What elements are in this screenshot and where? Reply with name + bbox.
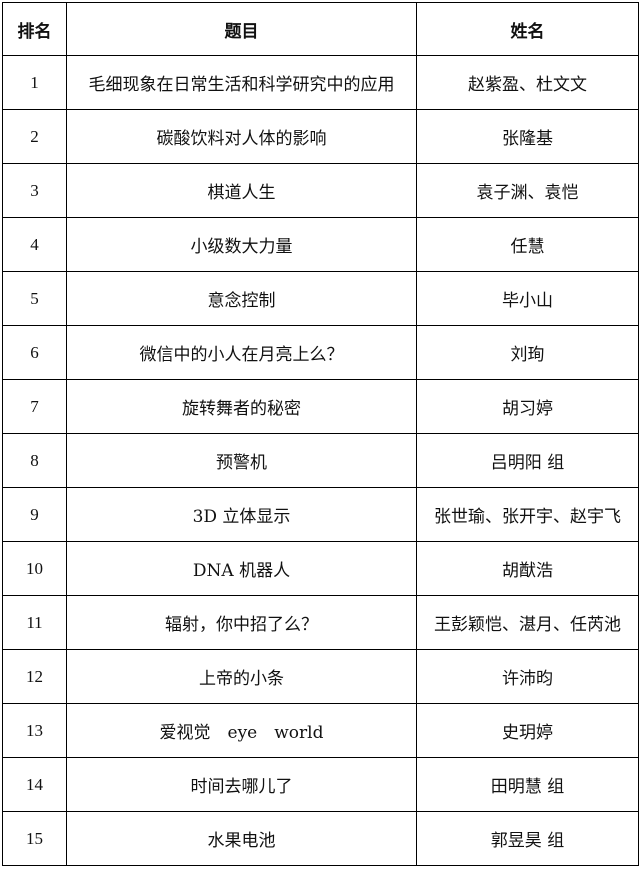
table-row: 7 旋转舞者的秘密 胡习婷 xyxy=(2,379,639,434)
header-row: 排名 题目 姓名 xyxy=(2,2,639,56)
table-row: 13 爱视觉 eye world 史玥婷 xyxy=(2,703,639,758)
rank-cell: 11 xyxy=(2,595,67,650)
name-cell: 胡猷浩 xyxy=(416,541,639,596)
name-cell: 任慧 xyxy=(416,217,639,272)
header-title: 题目 xyxy=(66,2,417,56)
rank-cell: 4 xyxy=(2,217,67,272)
title-cell: DNA 机器人 xyxy=(66,541,417,596)
name-cell: 赵紫盈、杜文文 xyxy=(416,55,639,110)
rank-cell: 13 xyxy=(2,703,67,758)
rank-cell: 7 xyxy=(2,379,67,434)
name-cell: 张世瑜、张开宇、赵宇飞 xyxy=(416,487,639,542)
name-cell: 郭昱昊 组 xyxy=(416,811,639,866)
name-cell: 田明慧 组 xyxy=(416,757,639,812)
title-cell: 小级数大力量 xyxy=(66,217,417,272)
table-row: 14 时间去哪儿了 田明慧 组 xyxy=(2,757,639,812)
name-cell: 王彭颖恺、湛月、任芮池 xyxy=(416,595,639,650)
table-row: 8 预警机 吕明阳 组 xyxy=(2,433,639,488)
table-row: 15 水果电池 郭昱昊 组 xyxy=(2,811,639,866)
rank-cell: 10 xyxy=(2,541,67,596)
title-cell: 预警机 xyxy=(66,433,417,488)
title-cell: 碳酸饮料对人体的影响 xyxy=(66,109,417,164)
rank-cell: 15 xyxy=(2,811,67,866)
name-cell: 刘珣 xyxy=(416,325,639,380)
rank-cell: 1 xyxy=(2,55,67,110)
rank-cell: 8 xyxy=(2,433,67,488)
rank-cell: 9 xyxy=(2,487,67,542)
table-row: 1 毛细现象在日常生活和科学研究中的应用 赵紫盈、杜文文 xyxy=(2,55,639,110)
name-cell: 许沛昀 xyxy=(416,649,639,704)
table-row: 2 碳酸饮料对人体的影响 张隆基 xyxy=(2,109,639,164)
title-cell: 棋道人生 xyxy=(66,163,417,218)
title-cell: 水果电池 xyxy=(66,811,417,866)
title-cell: 时间去哪儿了 xyxy=(66,757,417,812)
name-cell: 袁子渊、袁恺 xyxy=(416,163,639,218)
table-row: 5 意念控制 毕小山 xyxy=(2,271,639,326)
title-cell: 意念控制 xyxy=(66,271,417,326)
title-cell: 爱视觉 eye world xyxy=(66,703,417,758)
rank-cell: 5 xyxy=(2,271,67,326)
table-row: 11 辐射，你中招了么？ 王彭颖恺、湛月、任芮池 xyxy=(2,595,639,650)
header-name: 姓名 xyxy=(416,2,639,56)
table-row: 12 上帝的小条 许沛昀 xyxy=(2,649,639,704)
name-cell: 史玥婷 xyxy=(416,703,639,758)
title-cell: 3D 立体显示 xyxy=(66,487,417,542)
table-row: 3 棋道人生 袁子渊、袁恺 xyxy=(2,163,639,218)
table-row: 6 微信中的小人在月亮上么？ 刘珣 xyxy=(2,325,639,380)
name-cell: 胡习婷 xyxy=(416,379,639,434)
rank-cell: 12 xyxy=(2,649,67,704)
title-cell: 上帝的小条 xyxy=(66,649,417,704)
name-cell: 毕小山 xyxy=(416,271,639,326)
title-cell: 微信中的小人在月亮上么？ xyxy=(66,325,417,380)
rank-cell: 2 xyxy=(2,109,67,164)
ranking-table: 排名 题目 姓名 1 毛细现象在日常生活和科学研究中的应用 赵紫盈、杜文文 2 碳酸饮料… xyxy=(2,2,639,866)
name-cell: 吕明阳 组 xyxy=(416,433,639,488)
name-cell: 张隆基 xyxy=(416,109,639,164)
table-row: 4 小级数大力量 任慧 xyxy=(2,217,639,272)
rank-cell: 14 xyxy=(2,757,67,812)
rank-cell: 6 xyxy=(2,325,67,380)
title-cell: 毛细现象在日常生活和科学研究中的应用 xyxy=(66,55,417,110)
rank-cell: 3 xyxy=(2,163,67,218)
table-row: 9 3D 立体显示 张世瑜、张开宇、赵宇飞 xyxy=(2,487,639,542)
table-row: 10 DNA 机器人 胡猷浩 xyxy=(2,541,639,596)
title-cell: 辐射，你中招了么？ xyxy=(66,595,417,650)
title-cell: 旋转舞者的秘密 xyxy=(66,379,417,434)
header-rank: 排名 xyxy=(2,2,67,56)
